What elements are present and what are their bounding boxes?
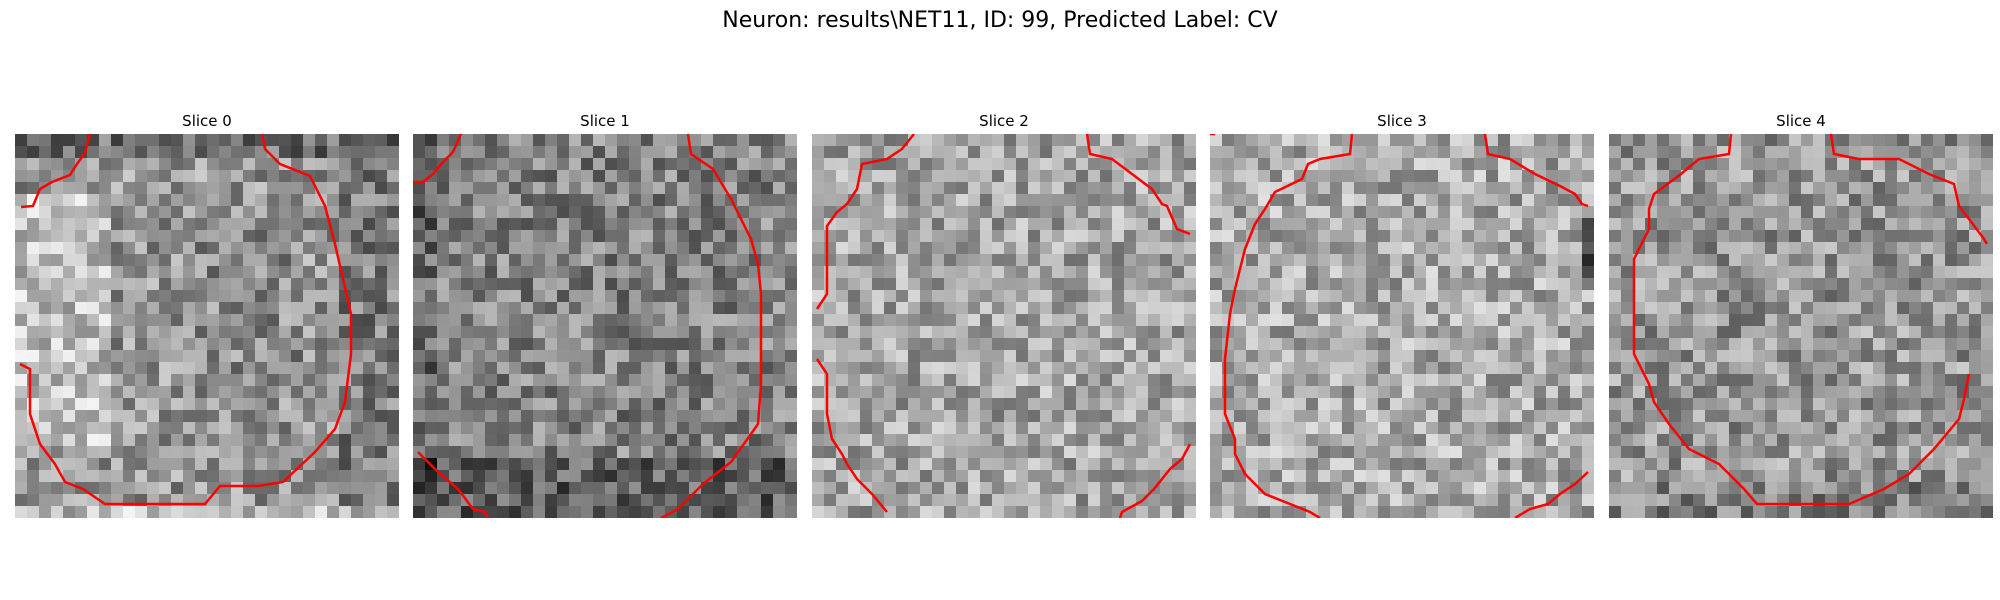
slice-title-3: Slice 3: [1377, 112, 1427, 130]
roi-contour: [1483, 134, 1589, 208]
roi-contour: [413, 134, 463, 184]
roi-contour: [1829, 134, 1989, 245]
slice-title-0: Slice 0: [182, 112, 232, 130]
roi-contour: [20, 134, 92, 209]
slice-svg-2: [812, 134, 1196, 518]
roi-contour: [1514, 471, 1589, 518]
slice-svg-0: [15, 134, 399, 518]
slice-svg-3: [1210, 134, 1594, 518]
roi-contour: [815, 134, 915, 310]
slice-image-1: [413, 134, 797, 518]
slice-title-4: Slice 4: [1776, 112, 1826, 130]
roi-contour: [1632, 134, 1971, 506]
roi-contour: [660, 134, 763, 518]
slice-panel-2: Slice 2: [812, 108, 1196, 518]
slice-svg-1: [413, 134, 797, 518]
roi-contour: [1085, 134, 1191, 236]
roi-contour: [19, 134, 353, 506]
slice-panel-1: Slice 1: [413, 108, 797, 518]
slice-panel-0: Slice 0: [15, 108, 399, 518]
slice-image-0: [15, 134, 399, 518]
slice-image-2: [812, 134, 1196, 518]
slice-title-2: Slice 2: [979, 112, 1029, 130]
slice-svg-4: [1609, 134, 1993, 518]
slice-image-4: [1609, 134, 1993, 518]
slice-image-3: [1210, 134, 1594, 518]
roi-contour: [815, 358, 888, 513]
roi-contour: [1223, 134, 1354, 518]
figure-title: Neuron: results\NET11, ID: 99, Predicted…: [722, 8, 1278, 33]
slice-panel-4: Slice 4: [1609, 108, 1993, 518]
roi-contour: [1118, 443, 1192, 518]
slice-panel-3: Slice 3: [1210, 108, 1594, 518]
slice-title-1: Slice 1: [580, 112, 630, 130]
roi-contour: [417, 451, 490, 518]
